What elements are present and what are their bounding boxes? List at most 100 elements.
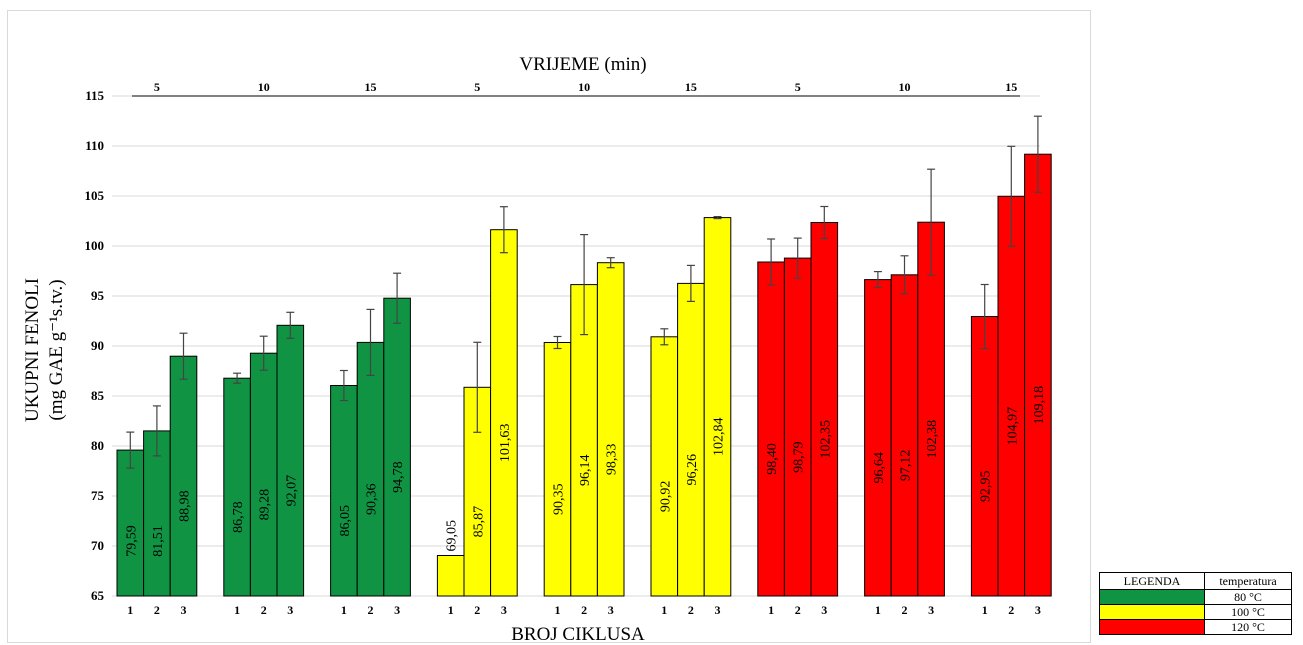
bar bbox=[169, 355, 198, 597]
bar bbox=[223, 377, 251, 597]
bar bbox=[356, 341, 385, 597]
bar bbox=[330, 385, 358, 597]
x-tick-label: 1 bbox=[234, 603, 240, 617]
x-tick-label: 1 bbox=[661, 603, 667, 617]
data-label: 102,84 bbox=[712, 418, 727, 457]
y-tick-label: 95 bbox=[91, 288, 105, 303]
x-tick-label: 1 bbox=[982, 603, 988, 617]
data-label: 98,79 bbox=[792, 441, 807, 473]
legend-entry: 120 °C bbox=[1099, 619, 1292, 635]
bar bbox=[864, 279, 892, 597]
data-label: 101,63 bbox=[498, 424, 513, 463]
x-axis-title: BROJ CIKLUSA bbox=[511, 624, 645, 645]
data-label: 98,33 bbox=[605, 444, 620, 476]
data-label: 86,05 bbox=[338, 505, 353, 537]
secondary-x-axis-title: VRIJEME (min) bbox=[519, 54, 646, 75]
y-tick-label: 90 bbox=[91, 338, 104, 353]
x-tick-label: 3 bbox=[1035, 603, 1041, 617]
data-label: 90,36 bbox=[365, 483, 380, 515]
data-label: 92,07 bbox=[284, 475, 299, 507]
x-tick-label: 3 bbox=[181, 603, 187, 617]
legend-swatch-100 bbox=[1099, 604, 1205, 620]
bar bbox=[596, 262, 625, 597]
legend-entry: 100 °C bbox=[1099, 604, 1292, 620]
bar bbox=[116, 449, 145, 597]
bar bbox=[890, 274, 919, 597]
y-axis-title-line1: UKUPNI FENOLI bbox=[22, 278, 43, 422]
x-tick-label: 2 bbox=[154, 603, 160, 617]
x-tick-label: 2 bbox=[1008, 603, 1014, 617]
bar bbox=[757, 261, 785, 597]
y-tick-label: 70 bbox=[91, 538, 104, 553]
x-tick-label: 3 bbox=[715, 603, 721, 617]
y-tick-label: 85 bbox=[91, 388, 105, 403]
legend-swatch-80 bbox=[1099, 589, 1205, 605]
data-label: 88,98 bbox=[178, 490, 193, 521]
data-label: 109,18 bbox=[1032, 386, 1047, 425]
bar bbox=[570, 284, 598, 597]
x-tick-label: 2 bbox=[474, 603, 480, 617]
bar bbox=[436, 555, 465, 597]
data-label: 102,38 bbox=[925, 420, 940, 459]
x-tick-label: 3 bbox=[608, 603, 614, 617]
y-axis-title-line2: (mg GAE g⁻¹s.tv.) bbox=[46, 279, 67, 420]
x-tick-label: 3 bbox=[821, 603, 827, 617]
x-tick-label: 2 bbox=[688, 603, 694, 617]
legend-entry: 80 °C bbox=[1099, 589, 1292, 605]
bar bbox=[677, 282, 705, 597]
x-tick-label: 3 bbox=[394, 603, 400, 617]
chart-frame bbox=[7, 10, 1091, 643]
time-tick-label: 10 bbox=[258, 80, 270, 94]
x-tick-label: 1 bbox=[341, 603, 347, 617]
time-tick-label: 15 bbox=[685, 80, 697, 94]
data-label: 97,12 bbox=[899, 450, 914, 482]
bar bbox=[970, 316, 999, 597]
data-label: 94,78 bbox=[391, 461, 406, 493]
data-label: 69,05 bbox=[445, 520, 460, 552]
legend-swatch-120 bbox=[1099, 619, 1205, 635]
data-label: 85,87 bbox=[471, 506, 486, 538]
data-label: 86,78 bbox=[231, 501, 246, 533]
time-tick-label: 5 bbox=[474, 80, 480, 94]
bar bbox=[703, 217, 732, 597]
legend-label-120: 120 °C bbox=[1204, 619, 1292, 635]
data-label: 79,59 bbox=[124, 525, 139, 557]
data-label: 96,26 bbox=[685, 454, 700, 486]
y-tick-label: 65 bbox=[91, 588, 105, 603]
data-label: 96,64 bbox=[872, 452, 887, 484]
x-tick-label: 1 bbox=[127, 603, 133, 617]
bar bbox=[783, 257, 812, 597]
bar bbox=[650, 336, 679, 597]
x-tick-label: 2 bbox=[795, 603, 801, 617]
x-tick-label: 2 bbox=[261, 603, 267, 617]
y-tick-label: 115 bbox=[85, 88, 104, 103]
data-label: 81,51 bbox=[151, 525, 166, 557]
x-tick-label: 3 bbox=[928, 603, 934, 617]
data-label: 90,92 bbox=[658, 481, 673, 513]
time-tick-label: 10 bbox=[899, 80, 911, 94]
y-tick-label: 80 bbox=[91, 438, 104, 453]
time-tick-label: 5 bbox=[795, 80, 801, 94]
y-tick-label: 75 bbox=[91, 488, 105, 503]
time-tick-label: 15 bbox=[365, 80, 377, 94]
bar bbox=[249, 352, 278, 597]
text-layer: 657075808590951001051101155179,59281,513… bbox=[85, 80, 1047, 617]
bar bbox=[276, 324, 305, 597]
data-label: 90,35 bbox=[552, 484, 567, 516]
x-tick-label: 1 bbox=[875, 603, 881, 617]
data-label: 92,95 bbox=[979, 471, 994, 503]
data-label: 96,14 bbox=[578, 455, 593, 487]
bar bbox=[917, 221, 945, 597]
legend-label-80: 80 °C bbox=[1204, 589, 1292, 605]
time-tick-label: 10 bbox=[578, 80, 590, 94]
x-tick-label: 2 bbox=[902, 603, 908, 617]
x-tick-label: 1 bbox=[448, 603, 454, 617]
x-tick-label: 2 bbox=[581, 603, 587, 617]
x-tick-label: 3 bbox=[287, 603, 293, 617]
x-tick-label: 3 bbox=[501, 603, 507, 617]
bars-layer bbox=[116, 115, 1052, 597]
data-label: 98,40 bbox=[765, 443, 780, 475]
data-label: 102,35 bbox=[818, 420, 833, 459]
legend-header-right: temperatura bbox=[1204, 572, 1292, 590]
